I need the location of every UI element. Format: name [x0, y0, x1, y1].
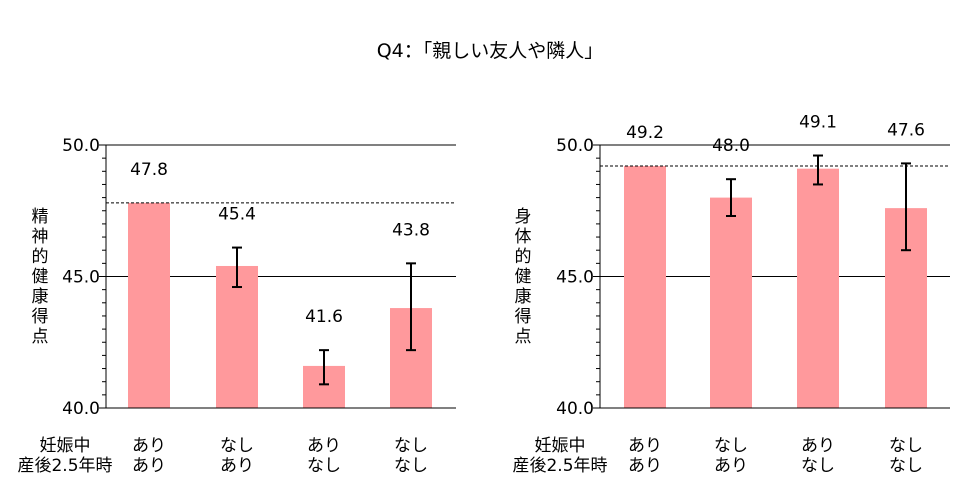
- category-header: 産後2.5年時: [512, 456, 607, 476]
- x-tick-label: なし: [220, 436, 254, 456]
- y-axis-label-char: 精: [32, 207, 49, 227]
- y-axis-label-char: 点: [32, 327, 49, 347]
- y-tick-label: 50.0: [62, 136, 100, 156]
- y-axis-label-char: 的: [515, 247, 532, 267]
- y-axis-label-char: 体: [515, 227, 532, 247]
- x-tick-label: なし: [307, 456, 341, 476]
- x-tick-label: あり: [132, 436, 166, 456]
- y-axis-label-char: 康: [32, 287, 49, 307]
- y-axis-label-char: 得: [32, 307, 49, 327]
- x-tick-label: なし: [801, 456, 835, 476]
- x-tick-label: あり: [628, 456, 662, 476]
- bar: [710, 197, 752, 408]
- bar: [216, 265, 258, 408]
- y-axis-label-char: 康: [515, 287, 532, 307]
- x-tick-label: なし: [394, 456, 428, 476]
- x-tick-label: あり: [714, 456, 748, 476]
- category-header: 妊娠中: [40, 436, 91, 456]
- x-tick-label: あり: [307, 436, 341, 456]
- y-axis-label-char: 得: [515, 307, 532, 327]
- x-tick-label: あり: [220, 456, 254, 476]
- x-tick-label: なし: [714, 436, 748, 456]
- y-axis-label-char: 神: [32, 227, 49, 247]
- x-tick-label: なし: [394, 436, 428, 456]
- x-tick-label: あり: [628, 436, 662, 456]
- y-axis-label-char: 健: [32, 267, 49, 287]
- y-tick-label: 45.0: [556, 268, 594, 288]
- y-axis-label-char: 的: [32, 247, 49, 267]
- category-header: 産後2.5年時: [17, 456, 112, 476]
- x-tick-label: なし: [889, 436, 923, 456]
- x-tick-label: なし: [889, 456, 923, 476]
- data-label: 47.6: [887, 120, 925, 140]
- data-label: 48.0: [712, 136, 750, 156]
- category-header: 妊娠中: [535, 436, 586, 456]
- y-axis-label-char: 点: [515, 327, 532, 347]
- y-axis-label-char: 健: [515, 267, 532, 287]
- x-tick-label: あり: [801, 436, 835, 456]
- y-axis-label-char: 身: [515, 207, 532, 227]
- x-tick-label: あり: [132, 456, 166, 476]
- y-tick-label: 40.0: [62, 399, 100, 419]
- y-tick-label: 40.0: [556, 399, 594, 419]
- bar: [797, 168, 839, 408]
- bar: [128, 202, 170, 408]
- y-tick-label: 50.0: [556, 136, 594, 156]
- bar: [624, 166, 666, 408]
- page-title: Q4：「親しい友人や隣人」: [376, 40, 604, 62]
- data-label: 43.8: [392, 220, 430, 240]
- data-label: 41.6: [305, 307, 343, 327]
- data-label: 47.8: [130, 160, 168, 180]
- data-label: 45.4: [218, 205, 256, 225]
- y-tick-label: 45.0: [62, 268, 100, 288]
- data-label: 49.1: [799, 113, 837, 133]
- data-label: 49.2: [626, 123, 664, 143]
